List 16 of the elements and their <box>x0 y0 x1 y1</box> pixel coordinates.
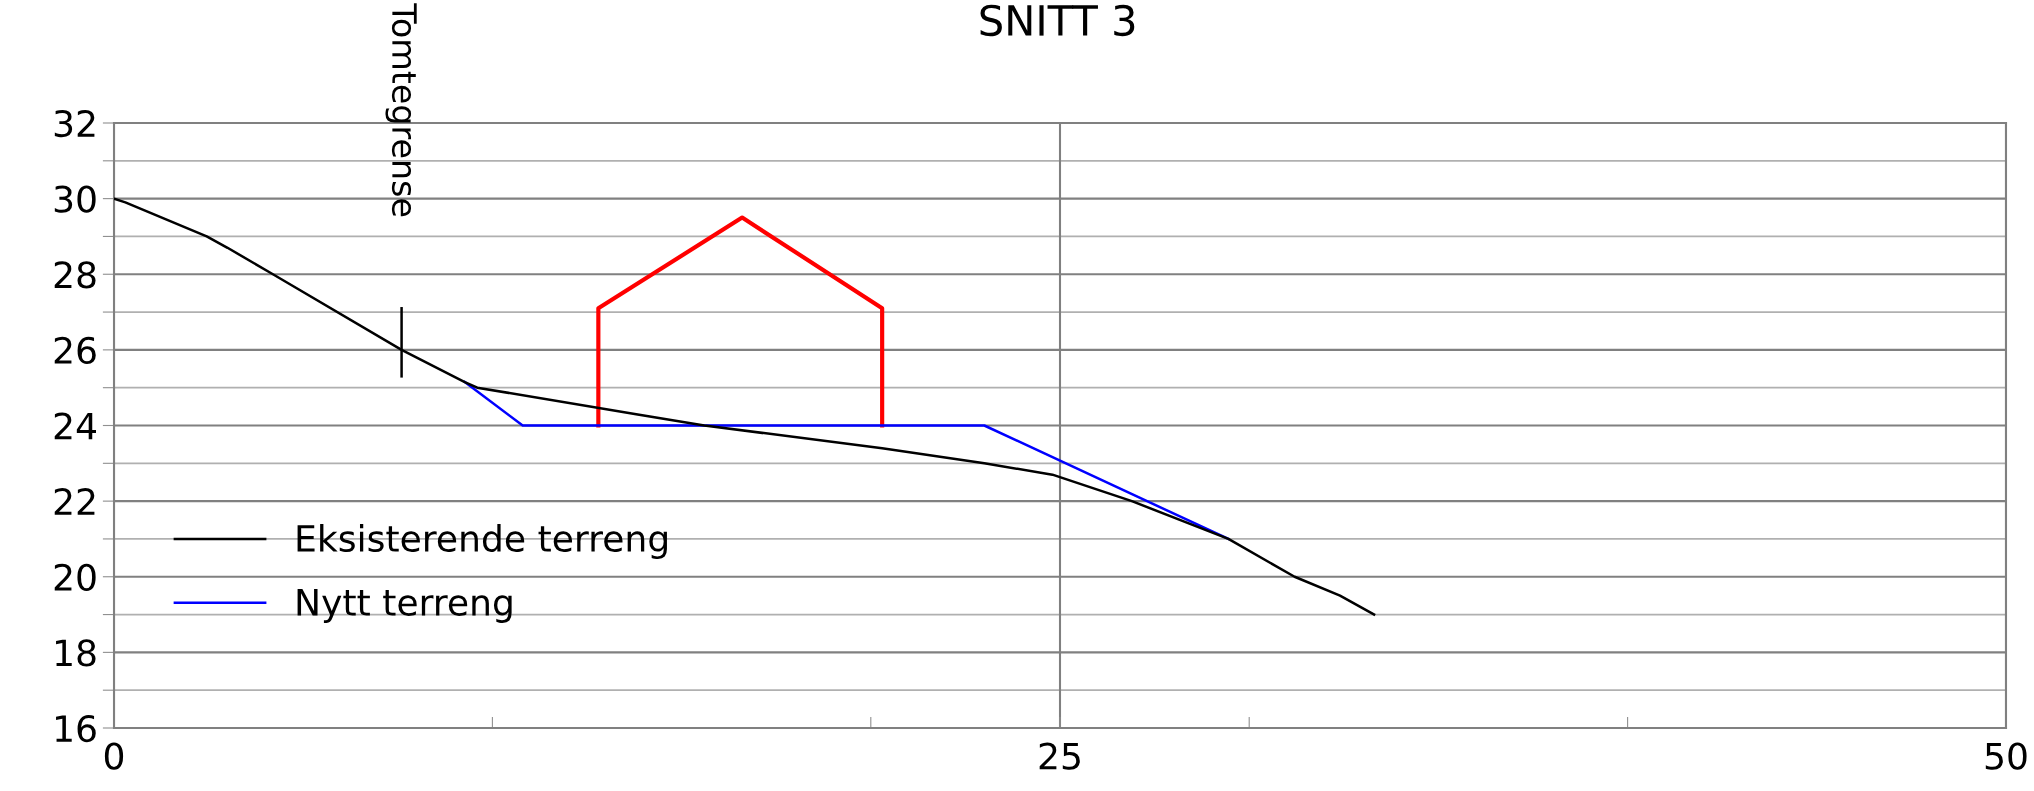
y-tick-label: 18 <box>56 639 96 667</box>
annotation: Tomtegrense <box>385 3 417 217</box>
y-tick-label: 22 <box>54 488 95 515</box>
y-tick-label: 28 <box>54 261 96 289</box>
y-tick-label: 30 <box>54 185 96 213</box>
x-tick-label: 0 <box>104 742 124 770</box>
x-tick-label: 25 <box>1039 742 1080 770</box>
y-tick-label: 24 <box>54 412 96 440</box>
chart-title: SNITT 3 <box>980 4 1135 37</box>
y-tick-label: 20 <box>54 563 96 591</box>
y-tick-label: 26 <box>54 336 96 365</box>
legend-label: Eksisterende terreng <box>297 524 667 560</box>
y-tick-label: 16 <box>56 714 96 743</box>
y-tick-label: 32 <box>54 109 95 138</box>
x-tick-label: 50 <box>1985 742 2027 770</box>
legend-label: Nytt terreng <box>297 589 512 623</box>
